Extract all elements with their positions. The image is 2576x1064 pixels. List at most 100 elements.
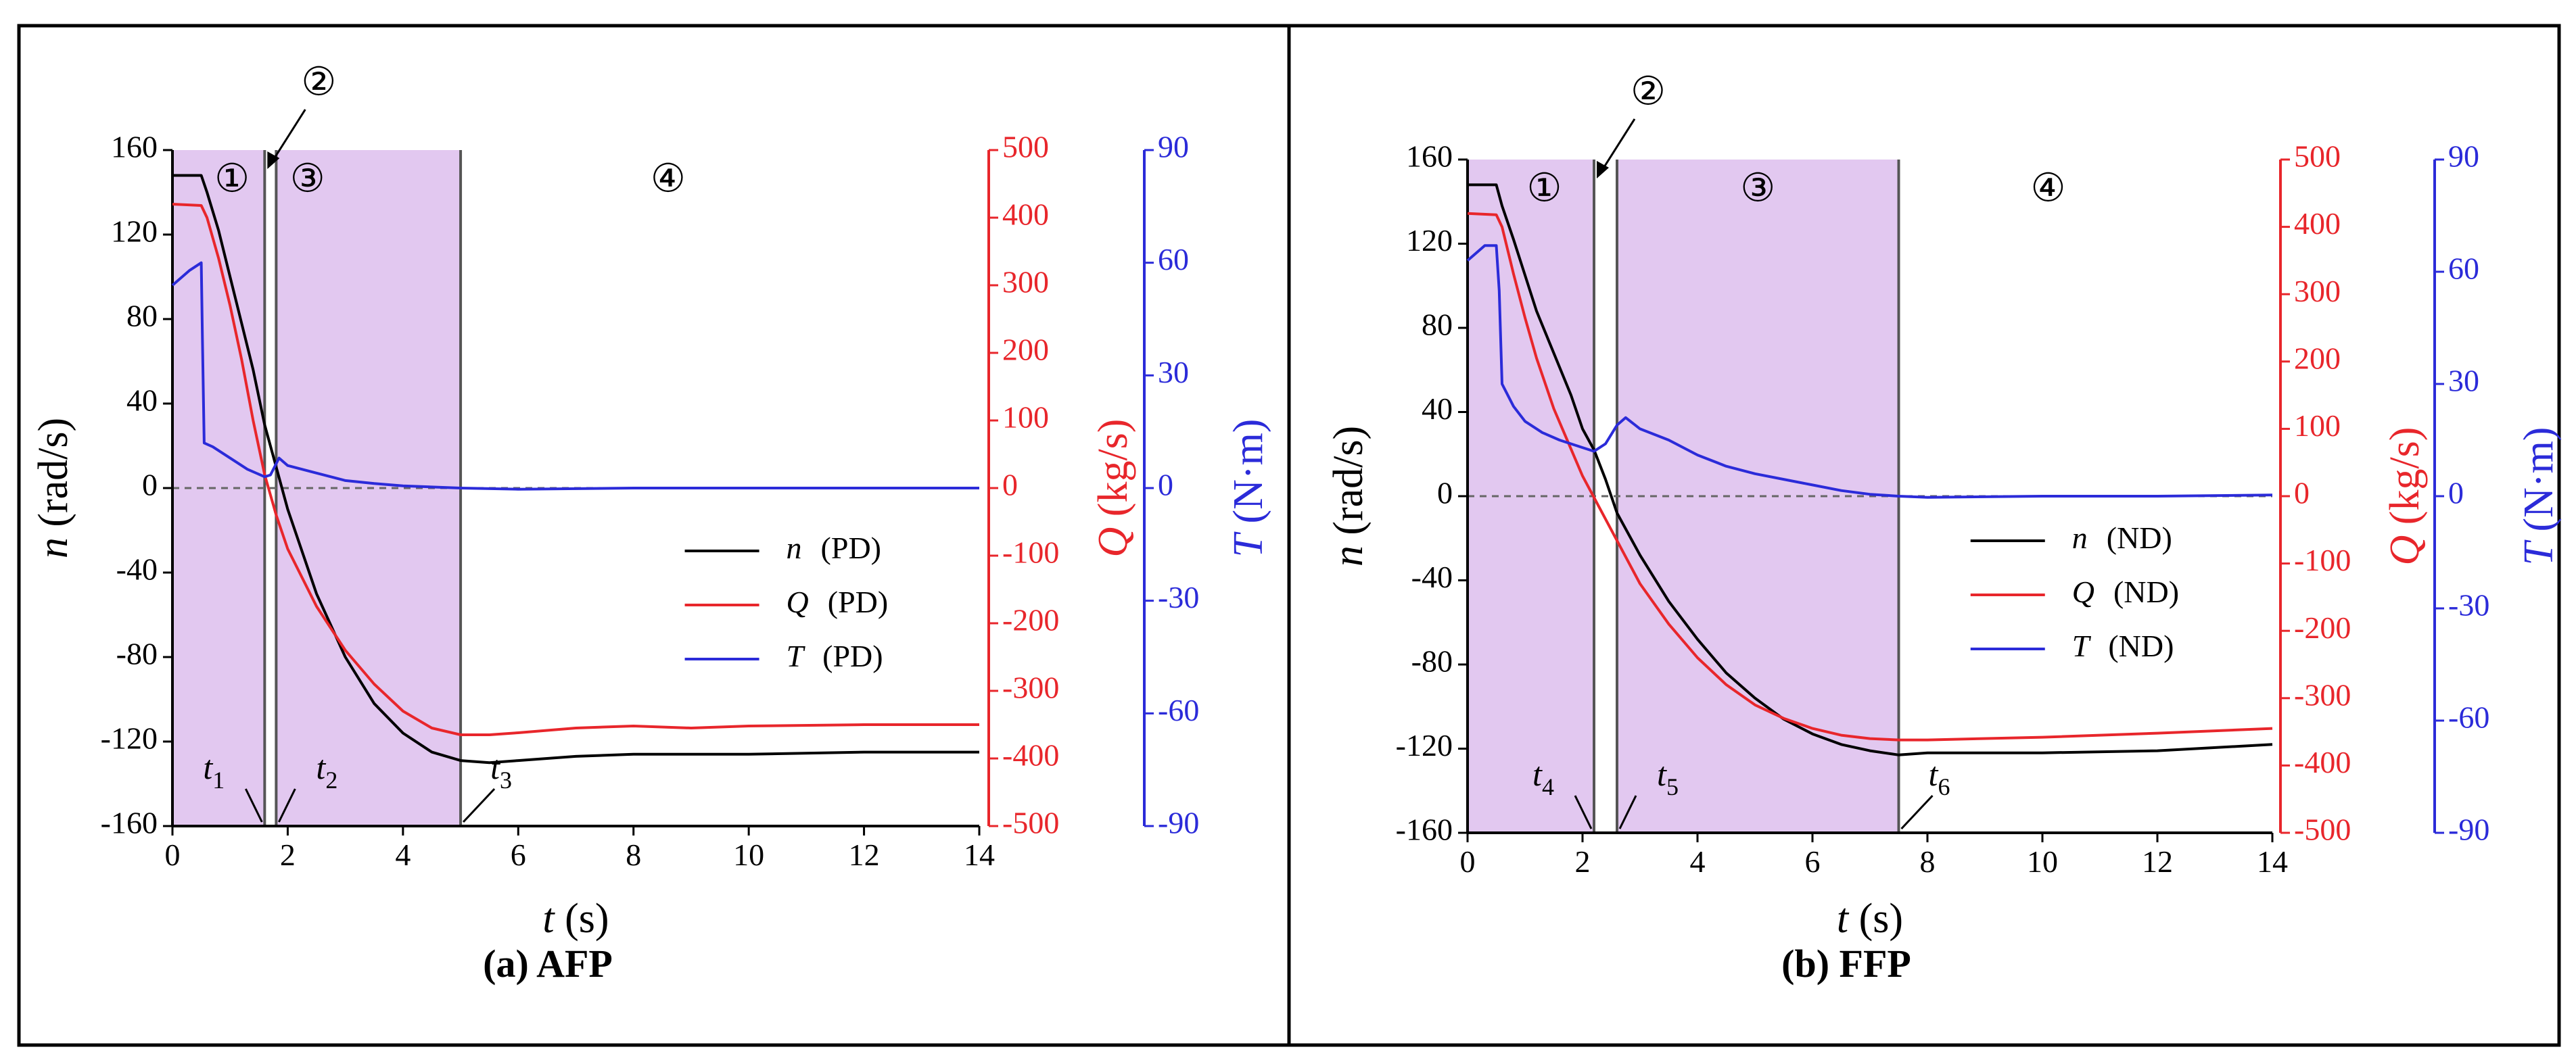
panel-b-chart: 0 2 4 6 8 10 12 14-160-120-80-4004080120160-500… (1326, 69, 2562, 986)
panel-a-q-tick-label: -200 (1002, 603, 1059, 637)
panel-b-n-axis-label: n (rad/s) (1326, 426, 1372, 566)
panel-b-t-tick-label: 0 (2448, 476, 2464, 510)
panel-a-time-marker-label: t3 (490, 748, 512, 794)
panel-a-t-tick-label: -30 (1158, 580, 1199, 614)
panel-b-n-tick-label: -160 (1396, 813, 1453, 847)
panel-b-time-marker-arrow (1618, 795, 1637, 829)
panel-b-legend-label-n: n (ND) (2072, 521, 2172, 555)
panel-a-q-tick-label: -500 (1002, 806, 1059, 840)
panel-b-q-tick-label: -400 (2294, 745, 2351, 779)
panel-b-t-tick-label: -30 (2448, 588, 2489, 623)
panel-b-caption: (b) FFP (1781, 942, 1911, 986)
panel-b-q-tick-label: -500 (2294, 813, 2351, 847)
panel-a-x-tick-label: 8 (626, 838, 641, 872)
panel-b-series-n-line (1468, 183, 2273, 756)
panel-a-time-marker-label: t1 (203, 748, 225, 794)
panel-a-region-label-3: ③ (290, 156, 325, 200)
panel-a-x-tick-label: 14 (964, 838, 995, 872)
panel-b-x-tick-label: 8 (1920, 844, 1936, 879)
panel-a-time-marker-arrow (244, 788, 263, 823)
panel-b-time-marker-label: t4 (1532, 755, 1554, 800)
panel-b-n-tick-label: -120 (1396, 728, 1453, 763)
panel-b-region-label-3: ③ (1740, 166, 1775, 210)
panel-a-x-axis-label: t (s) (542, 896, 609, 942)
panel-a-legend-label-q: Q (PD) (787, 585, 889, 619)
panel-b-q-tick-label: 400 (2294, 206, 2341, 241)
panel-b-x-tick-label: 4 (1690, 844, 1706, 879)
panel-b-n-tick-label: 160 (1406, 139, 1453, 174)
panel-b-t-tick-label: -90 (2448, 813, 2489, 847)
panel-b-region-label-1: ① (1527, 166, 1562, 210)
panel-b-n-tick-label: -80 (1411, 644, 1453, 679)
panel-a-x-tick-label: 6 (511, 838, 526, 872)
panel-a-time-marker-arrow (462, 788, 496, 823)
panel-a-n-tick-label: 160 (111, 130, 158, 164)
panel-a-n-tick-label: -80 (116, 637, 158, 671)
panel-b-series-t-line (1466, 244, 2273, 499)
panel-b-t-tick-label: 90 (2448, 139, 2479, 174)
panel-b-region-label-2: ② (1631, 69, 1666, 113)
panel-b-q-axis-label: Q (kg/s) (2382, 427, 2428, 566)
panel-a-region-2-arrow (269, 109, 306, 166)
panel-a-x-tick-label: 0 (165, 838, 181, 872)
panel-a-x-tick-label: 4 (395, 838, 411, 872)
panel-b-x-tick-label: 10 (2027, 844, 2058, 879)
panel-a-x-tick-label: 12 (849, 838, 880, 872)
panel-a-t-axis-label: T (N·m) (1225, 419, 1271, 558)
panel-a-t-tick-label: -90 (1158, 806, 1199, 840)
panel-a-region-label-4: ④ (651, 156, 686, 200)
panel-a-t-tick-label: 90 (1158, 130, 1189, 164)
panel-b-t-tick-label: 30 (2448, 364, 2479, 398)
panel-b-region-label-4: ④ (2031, 166, 2066, 210)
panel-b-legend-label-t: T (ND) (2072, 629, 2174, 663)
panel-a-legend-label-t: T (PD) (787, 639, 883, 673)
panel-b-q-tick-label: 0 (2294, 476, 2310, 510)
panel-b-t-axis-label: T (N·m) (2516, 427, 2562, 566)
panel-a-q-tick-label: 300 (1002, 265, 1049, 299)
panel-b-x-tick-label: 12 (2142, 844, 2173, 879)
panel-a-q-tick-label: 100 (1002, 400, 1049, 435)
panel-a-q-axis-label: Q (kg/s) (1090, 419, 1136, 558)
panel-a-n-tick-label: 80 (126, 299, 158, 333)
panel-a-t-tick-label: 60 (1158, 242, 1189, 276)
panel-b-q-tick-label: 200 (2294, 341, 2341, 375)
panel-b-n-tick-label: 120 (1406, 223, 1453, 258)
panel-b-t-tick-label: -60 (2448, 700, 2489, 735)
panel-a-region-2-arrowhead (267, 151, 280, 169)
panel-b-x-tick-label: 2 (1575, 844, 1591, 879)
panel-a-time-marker-arrow (278, 788, 296, 823)
panel-a-n-tick-label: 120 (111, 214, 158, 249)
panel-a-n-tick-label: -120 (101, 721, 158, 756)
panel-a-legend-label-n: n (PD) (787, 531, 881, 565)
panel-a-n-tick-label: -160 (101, 806, 158, 840)
panel-b-x-tick-label: 6 (1805, 844, 1821, 879)
panel-b-n-tick-label: 40 (1422, 391, 1453, 426)
panel-b-q-tick-label: -300 (2294, 677, 2351, 712)
panel-b-q-tick-label: -200 (2294, 610, 2351, 645)
panel-b-q-tick-label: 100 (2294, 408, 2341, 443)
panel-b-t-tick-label: 60 (2448, 251, 2479, 286)
panel-a-series-n-line (172, 174, 979, 765)
panel-a-series-q-line (172, 203, 979, 736)
panel-b-x-tick-label: 0 (1460, 844, 1476, 879)
panel-a-q-tick-label: 200 (1002, 333, 1049, 367)
panel-a-q-tick-label: 500 (1002, 130, 1049, 164)
panel-a-x-tick-label: 10 (733, 838, 764, 872)
panel-a-region-label-1: ① (214, 156, 250, 200)
panel-a-caption: (a) AFP (483, 942, 613, 986)
panel-a-q-tick-label: 0 (1002, 468, 1018, 502)
panel-a-n-tick-label: -40 (116, 552, 158, 587)
panel-b-time-marker-arrow (1574, 795, 1593, 829)
panel-a-n-tick-label: 0 (142, 468, 158, 502)
panel-b-x-tick-label: 14 (2257, 844, 2288, 879)
panel-b-region-2-arrow (1598, 118, 1636, 175)
panel-a-q-tick-label: 400 (1002, 197, 1049, 232)
panel-a-chart: 0 2 4 6 8 10 12 14-160-120-80-4004080120160-500… (30, 59, 1271, 986)
panel-b-q-tick-label: 300 (2294, 274, 2341, 308)
panel-b-q-tick-label: -100 (2294, 543, 2351, 577)
panel-a-q-tick-label: -300 (1002, 671, 1059, 705)
panel-a-time-marker-label: t2 (316, 748, 337, 794)
panel-b-n-tick-label: 0 (1437, 476, 1453, 510)
panel-a-t-tick-label: -60 (1158, 693, 1199, 727)
panel-b-time-marker-arrow (1900, 794, 1934, 830)
